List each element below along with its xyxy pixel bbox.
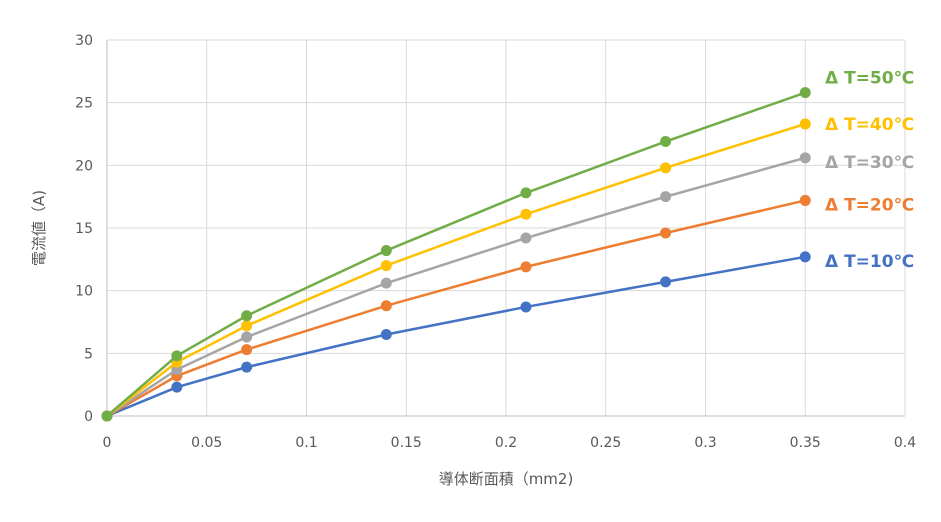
data-point — [171, 350, 183, 362]
data-point — [520, 187, 532, 199]
x-tick-label: 0.35 — [790, 435, 821, 451]
data-point — [380, 260, 392, 272]
x-tick-label: 0.25 — [590, 435, 621, 451]
data-point — [241, 320, 253, 332]
data-point — [241, 310, 253, 322]
x-tick-label: 0.15 — [391, 435, 422, 451]
x-tick-label: 0.1 — [295, 435, 317, 451]
y-axis-title: 電流値（A) — [30, 190, 48, 266]
data-point — [380, 300, 392, 312]
data-point — [380, 277, 392, 289]
data-point — [660, 227, 672, 239]
y-tick-label: 25 — [75, 96, 93, 112]
data-point — [799, 118, 811, 130]
axes: 0 5 10 15 20 25 30 0 0.05 0.1 0.15 0.2 0.25 0.3 0.35 0.… — [75, 33, 916, 451]
series-label: Δ T=30℃ — [825, 153, 914, 173]
data-point — [799, 152, 811, 164]
series-5 — [101, 87, 811, 422]
series-1 — [101, 251, 811, 422]
data-point — [799, 251, 811, 263]
x-tick-label: 0.05 — [191, 435, 222, 451]
y-tick-label: 30 — [75, 33, 93, 49]
data-point — [660, 162, 672, 174]
data-point — [520, 232, 532, 244]
series-lines — [101, 87, 811, 422]
series-label: Δ T=40℃ — [825, 115, 914, 135]
series-line — [106, 122, 806, 417]
y-tick-label: 5 — [84, 346, 93, 362]
data-point — [660, 276, 672, 288]
data-point — [380, 245, 392, 257]
series-line — [106, 91, 806, 417]
data-point — [660, 136, 672, 148]
x-tick-label: 0 — [103, 435, 112, 451]
data-point — [101, 410, 113, 422]
data-point — [380, 329, 392, 341]
series-label: Δ T=20℃ — [825, 195, 914, 215]
data-point — [520, 301, 532, 313]
data-point — [799, 194, 811, 206]
y-tick-label: 20 — [75, 158, 93, 174]
data-point — [171, 381, 183, 393]
x-tick-label: 0.4 — [894, 435, 916, 451]
series-2 — [101, 194, 811, 422]
x-tick-label: 0.3 — [694, 435, 716, 451]
x-tick-label: 0.2 — [495, 435, 517, 451]
series-label: Δ T=50℃ — [825, 69, 914, 89]
series-labels: Δ T=10℃ Δ T=20℃ Δ T=30℃ Δ T=40℃ Δ T=50℃ — [825, 69, 914, 272]
data-point — [241, 344, 253, 356]
data-point — [799, 87, 811, 99]
data-point — [660, 191, 672, 203]
x-axis-title: 導体断面積（mm2) — [439, 470, 574, 488]
y-tick-label: 10 — [75, 284, 93, 300]
series-line — [106, 199, 806, 418]
data-point — [520, 208, 532, 220]
data-point — [520, 261, 532, 273]
gridlines — [107, 39, 906, 416]
data-point — [171, 364, 183, 376]
y-tick-label: 0 — [84, 409, 93, 425]
data-point — [241, 361, 253, 373]
data-point — [241, 331, 253, 343]
y-tick-label: 15 — [75, 221, 93, 237]
series-4 — [101, 118, 811, 422]
series-label: Δ T=10℃ — [825, 252, 914, 272]
